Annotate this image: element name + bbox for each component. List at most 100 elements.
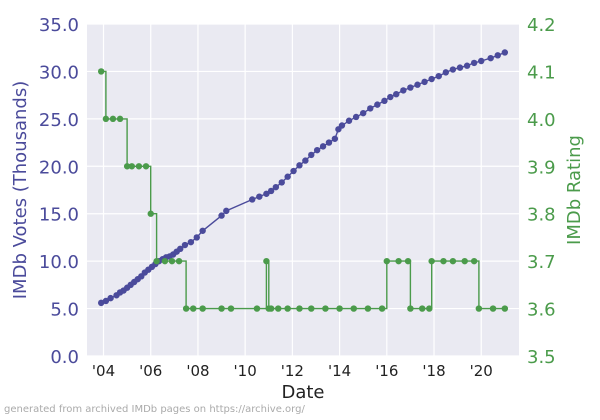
votes-point-33 (278, 179, 285, 186)
votes-point-60 (449, 66, 457, 73)
y-tick-label-4: 20.0 (39, 157, 79, 178)
votes-point-53 (400, 87, 407, 94)
y-tick-labels-left: 0.0 5.0 10.0 15.0 20.0 25.0 30.0 35.0 (39, 15, 79, 368)
votes-point-28 (249, 196, 256, 203)
y2-tick-label-6: 4.1 (527, 62, 556, 83)
rating-point-3 (116, 115, 124, 123)
votes-point-67 (501, 49, 509, 56)
votes-point-56 (421, 78, 428, 86)
y2-tick-label-0: 3.5 (527, 347, 556, 368)
x-axis-label: Date (281, 382, 324, 400)
rating-point-16 (218, 305, 225, 312)
rating-point-17 (227, 305, 235, 312)
votes-point-58 (435, 72, 442, 80)
votes-point-62 (463, 62, 471, 69)
rating-point-34 (407, 305, 414, 312)
rating-point-22 (275, 305, 282, 312)
rating-point-39 (449, 257, 457, 265)
rating-point-1 (102, 115, 110, 123)
y2-tick-label-1: 3.6 (527, 300, 556, 321)
y2-tick-label-4: 3.9 (527, 157, 556, 178)
x-tick-label-8: '20 (470, 362, 493, 380)
votes-point-52 (393, 90, 400, 98)
dual-axis-chart: '04 '06 '08 '10 '12 '14 '16 '18 '20 0.0 5.0 10.0 15… (10, 15, 585, 400)
rating-point-41 (470, 257, 478, 265)
rating-point-24 (296, 305, 303, 312)
votes-point-42 (331, 135, 339, 142)
votes-point-49 (374, 101, 381, 108)
votes-point-39 (313, 146, 321, 154)
y2-tick-label-2: 3.7 (527, 252, 556, 273)
y-axis-label-left: IMDb Votes (Thousands) (10, 81, 31, 300)
votes-point-47 (359, 109, 367, 117)
rating-point-14 (190, 305, 197, 312)
rating-point-21 (267, 305, 275, 312)
x-tick-label-7: '18 (422, 362, 445, 380)
x-tick-label-3: '10 (234, 362, 257, 380)
rating-point-32 (395, 257, 402, 265)
rating-point-19 (263, 257, 270, 265)
votes-point-48 (367, 105, 374, 112)
y-tick-label-5: 25.0 (39, 110, 79, 131)
votes-point-59 (442, 69, 450, 76)
rating-point-6 (135, 163, 143, 170)
rating-point-23 (284, 305, 291, 312)
votes-point-21 (177, 245, 184, 253)
votes-point-65 (487, 54, 494, 62)
y2-tick-label-5: 4.0 (527, 110, 556, 131)
y-tick-labels-right: 3.5 3.6 3.7 3.8 3.9 4.0 4.1 4.2 (527, 15, 556, 368)
votes-point-2 (107, 294, 114, 302)
votes-point-41 (325, 139, 333, 146)
footer-source-note: generated from archived IMDb pages on ht… (4, 404, 305, 415)
y-tick-label-1: 5.0 (50, 300, 79, 321)
rating-point-27 (336, 305, 343, 312)
y2-tick-label-7: 4.2 (527, 15, 556, 36)
rating-point-18 (253, 305, 261, 312)
rating-point-43 (489, 305, 497, 312)
rating-point-11 (168, 257, 176, 265)
votes-point-25 (199, 227, 206, 234)
rating-point-9 (153, 257, 160, 265)
votes-point-46 (352, 113, 360, 121)
rating-point-42 (475, 305, 483, 312)
rating-point-13 (182, 305, 190, 312)
y-axis-label-right: IMDb Rating (564, 135, 585, 245)
rating-point-44 (501, 305, 509, 312)
y-tick-label-3: 15.0 (39, 205, 79, 226)
x-tick-label-1: '06 (139, 362, 162, 380)
votes-point-23 (187, 238, 195, 246)
rating-point-36 (426, 305, 433, 312)
x-tick-label-5: '14 (328, 362, 351, 380)
series-points (97, 49, 509, 312)
votes-point-38 (308, 151, 315, 159)
votes-point-51 (387, 93, 394, 101)
votes-point-27 (223, 207, 230, 215)
rating-point-28 (350, 305, 357, 312)
votes-point-57 (428, 75, 435, 83)
votes-point-30 (263, 190, 270, 197)
x-tick-label-0: '04 (92, 362, 115, 380)
rating-point-29 (364, 305, 372, 312)
rating-point-2 (109, 115, 117, 123)
rating-point-31 (383, 257, 391, 265)
rating-point-5 (128, 163, 136, 170)
votes-point-63 (470, 59, 478, 67)
rating-point-35 (419, 305, 426, 312)
votes-point-24 (193, 234, 200, 241)
votes-point-31 (267, 187, 275, 195)
rating-point-8 (147, 210, 154, 217)
plot-background (87, 24, 519, 356)
rating-point-12 (175, 257, 183, 265)
rating-point-25 (308, 305, 315, 312)
votes-point-1 (102, 297, 110, 305)
votes-point-45 (345, 117, 353, 124)
rating-point-10 (161, 257, 169, 265)
x-tick-label-6: '16 (375, 362, 398, 380)
rating-point-26 (322, 305, 329, 312)
votes-point-29 (256, 193, 263, 200)
votes-point-26 (218, 212, 225, 219)
votes-point-34 (284, 173, 291, 180)
y-tick-label-6: 30.0 (39, 62, 79, 83)
votes-point-32 (272, 183, 280, 191)
votes-point-36 (296, 162, 303, 169)
